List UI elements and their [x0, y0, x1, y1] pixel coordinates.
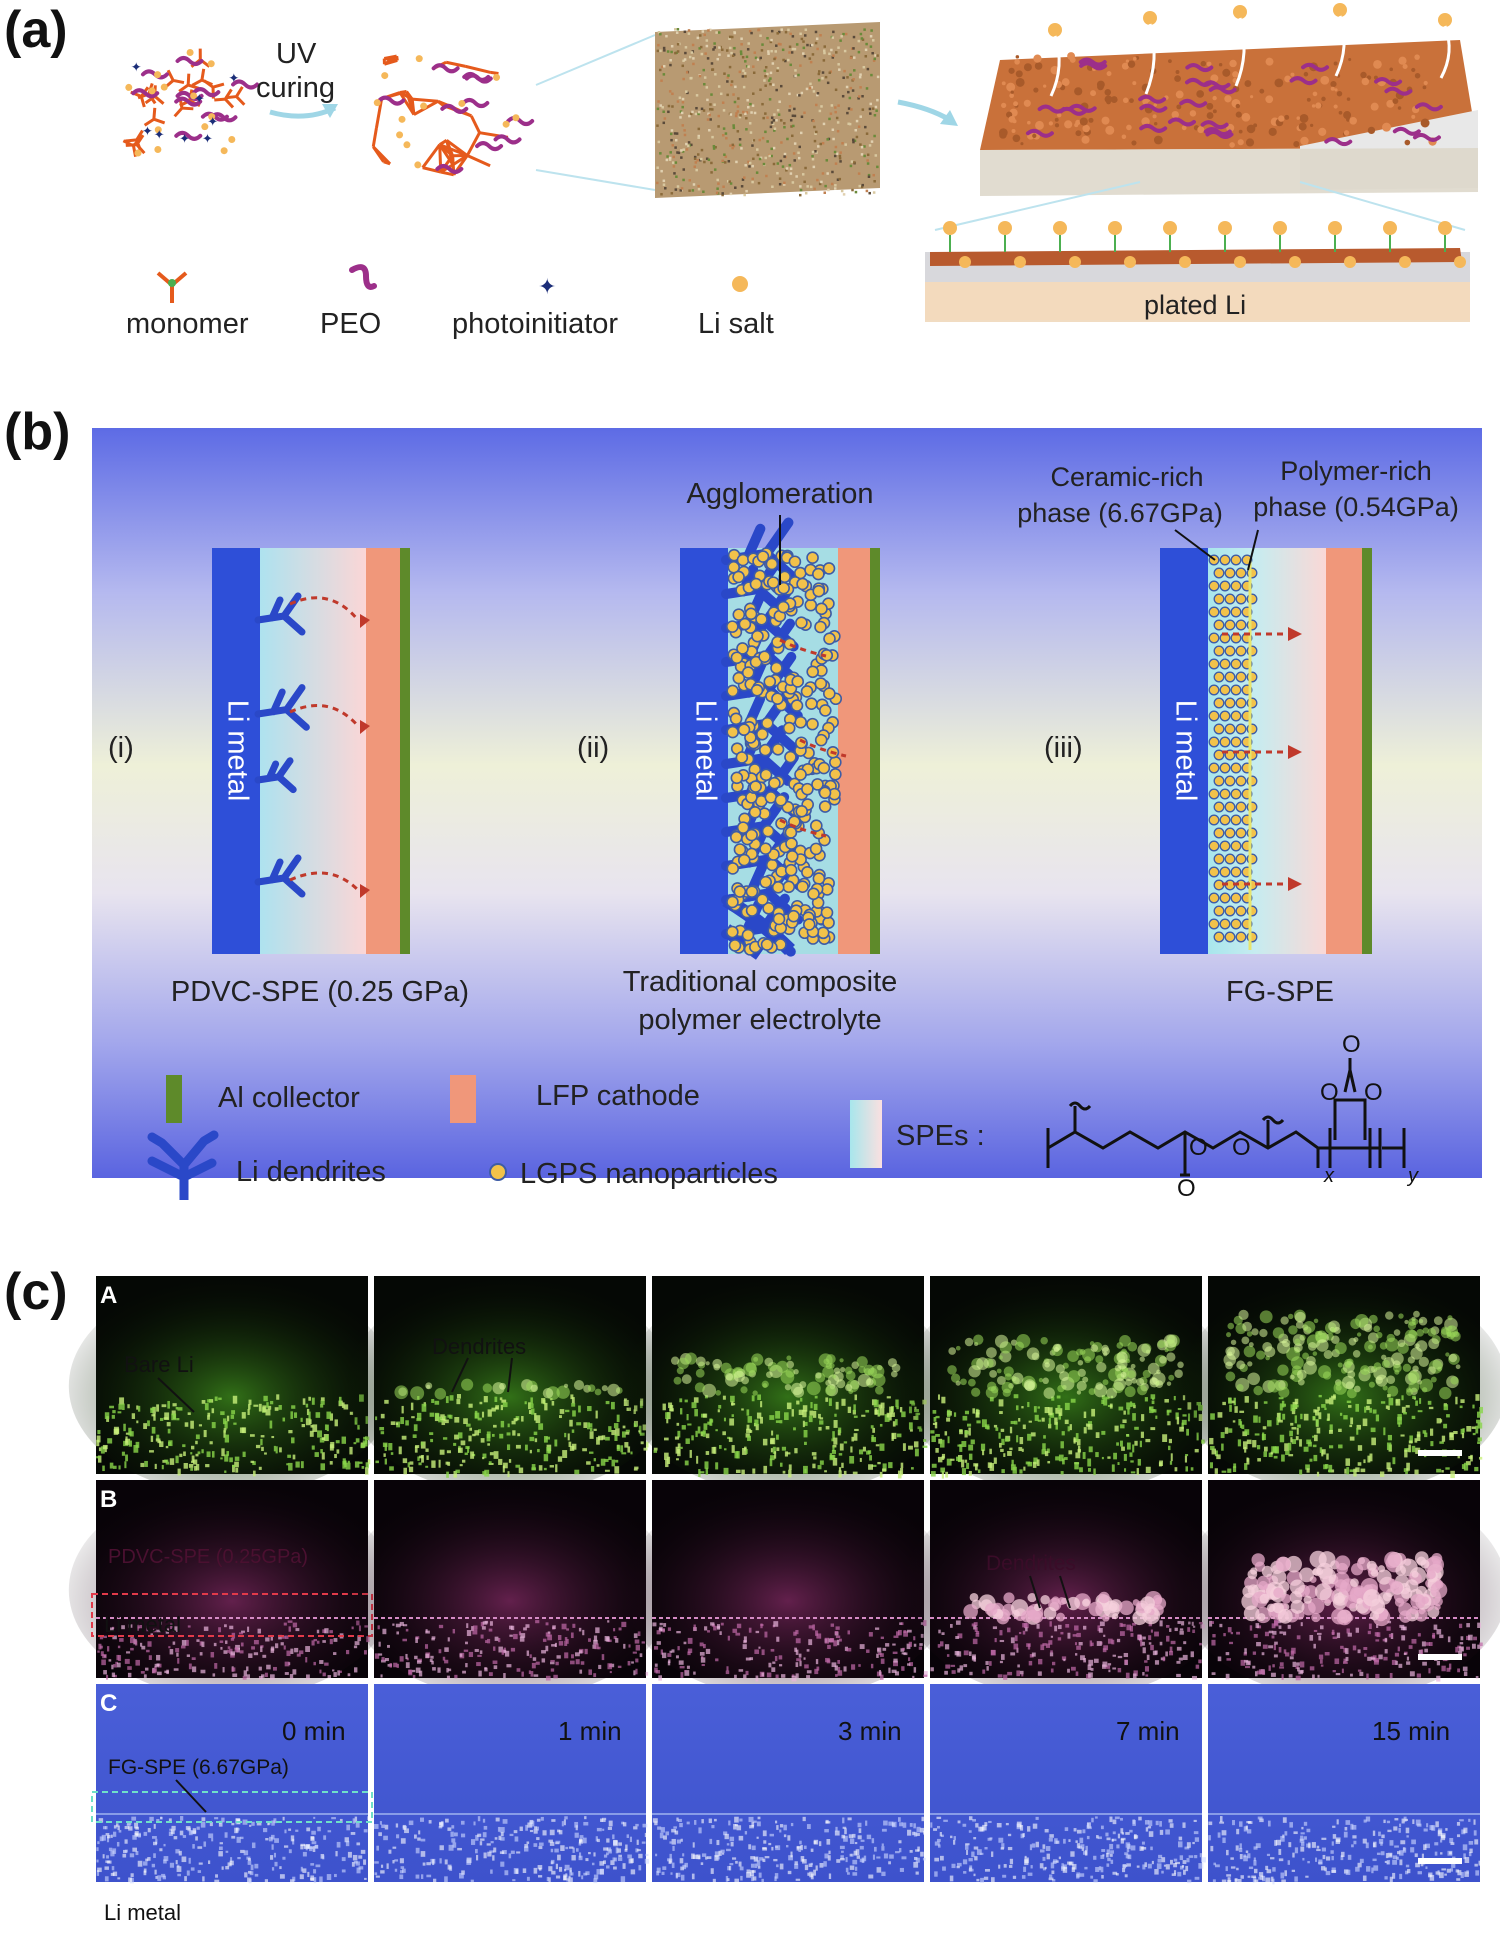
legend-photoinitiator: photoinitiator: [452, 308, 619, 340]
formula-atom-o3: O: [1177, 1175, 1196, 1200]
svg-text:✦: ✦: [202, 131, 213, 146]
cell-iii: [1160, 548, 1372, 954]
formula-subscript-y: y: [1406, 1165, 1419, 1187]
cell-i: [212, 548, 410, 954]
time-0: 0 min: [282, 1716, 346, 1746]
svg-text:✦: ✦: [207, 114, 218, 129]
legend-monomer: monomer: [126, 308, 249, 340]
row-b-tag: B: [100, 1486, 118, 1513]
legend-peo: PEO: [320, 308, 382, 340]
cell-ii-roman: (ii): [577, 732, 610, 764]
ceramic-rich-line1: Ceramic-rich: [1050, 462, 1204, 492]
row-a-tag: A: [100, 1282, 118, 1309]
lfp-cathode-swatch: [450, 1075, 476, 1123]
agglomeration-callout: Agglomeration: [686, 478, 874, 510]
time-1: 1 min: [558, 1716, 622, 1746]
pdvc-structure-formula: [1046, 1058, 1406, 1177]
li-metal-annotation-c: Li metal: [104, 1900, 182, 1925]
monomer-icon: [156, 271, 188, 303]
uv-curing-arrowhead: [322, 104, 338, 118]
uv-label-line2: curing: [256, 72, 335, 104]
svg-text:✦: ✦: [194, 91, 205, 106]
formula-atom-o5: O: [1364, 1079, 1383, 1106]
legend-lfp-cathode: LFP cathode: [536, 1080, 700, 1112]
polymer-rich-line2: phase (0.54GPa): [1253, 492, 1459, 522]
row-c-tag: C: [100, 1690, 118, 1717]
fg-spe-annotation: FG-SPE (6.67GPa): [108, 1756, 289, 1779]
time-2: 3 min: [838, 1716, 902, 1746]
panel-a-illustration: ✦✦✦✦✦✦✦✦ ✦: [122, 3, 1478, 322]
pdvc-spe-annotation: PDVC-SPE (0.25GPa): [108, 1546, 309, 1568]
svg-text:✦: ✦: [154, 127, 165, 142]
spe-gradient-swatch: [850, 1100, 882, 1168]
plated-li-schematic: [925, 221, 1470, 322]
spe-legend-label: SPEs :: [896, 1120, 985, 1152]
peo-icon: [349, 264, 377, 290]
formula-atom-o6: O: [1342, 1031, 1361, 1058]
svg-text:✦: ✦: [228, 70, 239, 85]
plated-li-label: plated Li: [1144, 290, 1247, 320]
li-dendrite-icon: [147, 1130, 219, 1200]
formula-atom-o2: O: [1232, 1134, 1251, 1161]
photoinitiator-icon: ✦: [538, 274, 556, 299]
legend-al-collector: Al collector: [218, 1082, 360, 1114]
formula-atom-o1: O: [1189, 1134, 1208, 1161]
ceramic-rich-line2: phase (6.67GPa): [1017, 498, 1223, 528]
cell-i-caption: PDVC-SPE (0.25 GPa): [170, 976, 470, 1008]
li-salt-icon: [732, 276, 748, 292]
cell-iii-caption: FG-SPE: [1226, 976, 1334, 1008]
crosslinked-network: [371, 54, 535, 177]
panel-c-label: (c): [4, 1263, 68, 1321]
panel-b-label: (b): [4, 403, 71, 461]
bare-li-annotation: Bare Li: [124, 1352, 194, 1377]
legend-li-salt: Li salt: [698, 308, 774, 340]
panel-b-schematic: O O O O O O x y: [92, 428, 1482, 1200]
legend-li-dendrites: Li dendrites: [236, 1156, 386, 1188]
lgps-particle-icon: [489, 1163, 507, 1181]
cell-i-roman: (i): [108, 732, 134, 764]
formula-subscript-x: x: [1323, 1165, 1335, 1187]
cell-iii-roman: (iii): [1044, 732, 1083, 764]
cell-ii-caption-line1: Traditional composite: [622, 966, 898, 998]
li-metal-annotation-b: Li metal: [104, 1612, 182, 1637]
svg-text:✦: ✦: [142, 123, 153, 138]
al-collector-swatch: [166, 1075, 182, 1123]
legend-lgps: LGPS nanoparticles: [520, 1158, 778, 1190]
electrolyte-film: [980, 3, 1478, 196]
svg-text:✦: ✦: [179, 131, 190, 146]
dendrites-annotation-a: Dendrites: [432, 1334, 527, 1359]
svg-text:✦: ✦: [131, 59, 142, 74]
formula-atom-o4: O: [1320, 1079, 1339, 1106]
uv-label-line1: UV: [276, 38, 317, 70]
time-4: 15 min: [1372, 1716, 1451, 1746]
cell-ii-caption-line2: polymer electrolyte: [638, 1004, 882, 1036]
polymer-rich-line1: Polymer-rich: [1280, 456, 1432, 486]
dendrites-annotation-b: Dendrites: [986, 1552, 1076, 1575]
cell-ii: [680, 517, 880, 960]
time-3: 7 min: [1116, 1716, 1180, 1746]
panel-a-label: (a): [4, 1, 68, 59]
electrolyte-cube: [655, 22, 880, 198]
precursor-mixture: ✦✦✦✦✦✦✦✦: [122, 48, 260, 157]
